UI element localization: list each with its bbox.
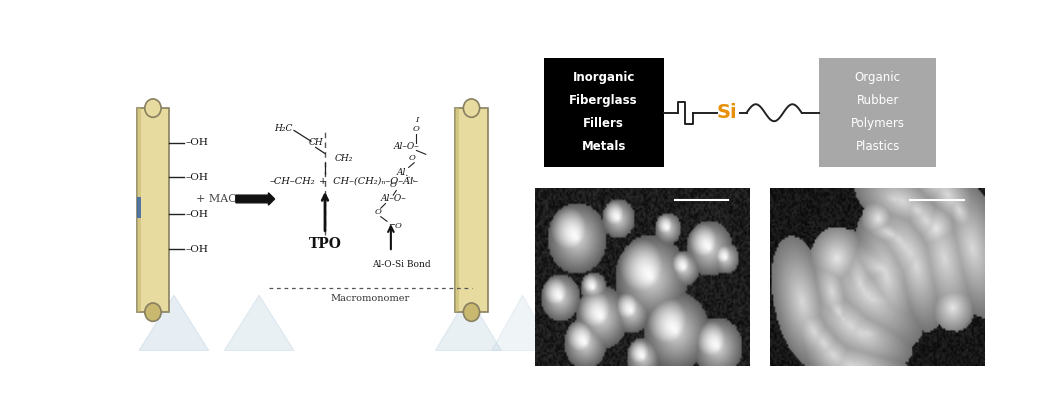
Polygon shape bbox=[139, 295, 209, 351]
Text: +: + bbox=[318, 177, 327, 186]
Polygon shape bbox=[225, 295, 294, 351]
Text: CH: CH bbox=[309, 138, 323, 147]
Ellipse shape bbox=[145, 99, 161, 117]
Text: O: O bbox=[413, 125, 420, 133]
Polygon shape bbox=[686, 295, 748, 351]
Text: –CH–CH₂: –CH–CH₂ bbox=[269, 177, 315, 186]
Text: Plastics: Plastics bbox=[856, 140, 900, 153]
FancyArrow shape bbox=[236, 193, 275, 205]
Text: Fillers: Fillers bbox=[583, 117, 624, 130]
Text: + MAO: + MAO bbox=[195, 194, 237, 204]
Text: TPO: TPO bbox=[309, 238, 341, 251]
Bar bbox=[544, 58, 664, 167]
Bar bbox=[136, 108, 141, 312]
Text: –OH: –OH bbox=[186, 210, 208, 219]
Text: Macromonomer: Macromonomer bbox=[331, 294, 410, 303]
Text: Inorganic: Inorganic bbox=[572, 71, 635, 84]
Bar bbox=[136, 197, 142, 218]
Bar bbox=[136, 108, 169, 312]
Text: Al: Al bbox=[396, 167, 405, 177]
Polygon shape bbox=[856, 295, 918, 351]
Text: Polymers: Polymers bbox=[850, 117, 905, 130]
Text: O: O bbox=[390, 181, 397, 189]
Text: Metals: Metals bbox=[582, 140, 626, 153]
Polygon shape bbox=[491, 295, 553, 351]
Ellipse shape bbox=[463, 303, 480, 322]
Text: –OH: –OH bbox=[186, 245, 208, 253]
Text: Rubber: Rubber bbox=[857, 94, 899, 107]
Text: Al–O–: Al–O– bbox=[381, 195, 406, 203]
Text: Al-O-Si Bond: Al-O-Si Bond bbox=[372, 260, 430, 269]
Text: Without Silane: Without Silane bbox=[581, 333, 678, 346]
Text: H₂C: H₂C bbox=[274, 125, 293, 134]
Bar bbox=[456, 108, 459, 312]
Ellipse shape bbox=[145, 303, 161, 322]
Text: O: O bbox=[408, 154, 415, 162]
Text: CH₂: CH₂ bbox=[334, 154, 353, 163]
Text: With Silane: With Silane bbox=[773, 333, 849, 346]
Text: –OH: –OH bbox=[186, 138, 208, 147]
Text: ⌐O: ⌐O bbox=[388, 222, 402, 230]
Polygon shape bbox=[436, 295, 501, 351]
Text: Organic: Organic bbox=[855, 71, 901, 84]
Text: Si: Si bbox=[716, 103, 737, 122]
Text: –OH: –OH bbox=[186, 173, 208, 182]
Text: O: O bbox=[374, 208, 381, 216]
Text: Al–O–: Al–O– bbox=[393, 142, 419, 151]
Bar bbox=[456, 108, 488, 312]
Ellipse shape bbox=[463, 99, 480, 117]
Text: I: I bbox=[415, 116, 418, 124]
Bar bbox=[819, 58, 936, 167]
Text: Fiberglass: Fiberglass bbox=[569, 94, 638, 107]
Text: CH–(CH₂)ₙ–O–Al–: CH–(CH₂)ₙ–O–Al– bbox=[330, 177, 418, 186]
